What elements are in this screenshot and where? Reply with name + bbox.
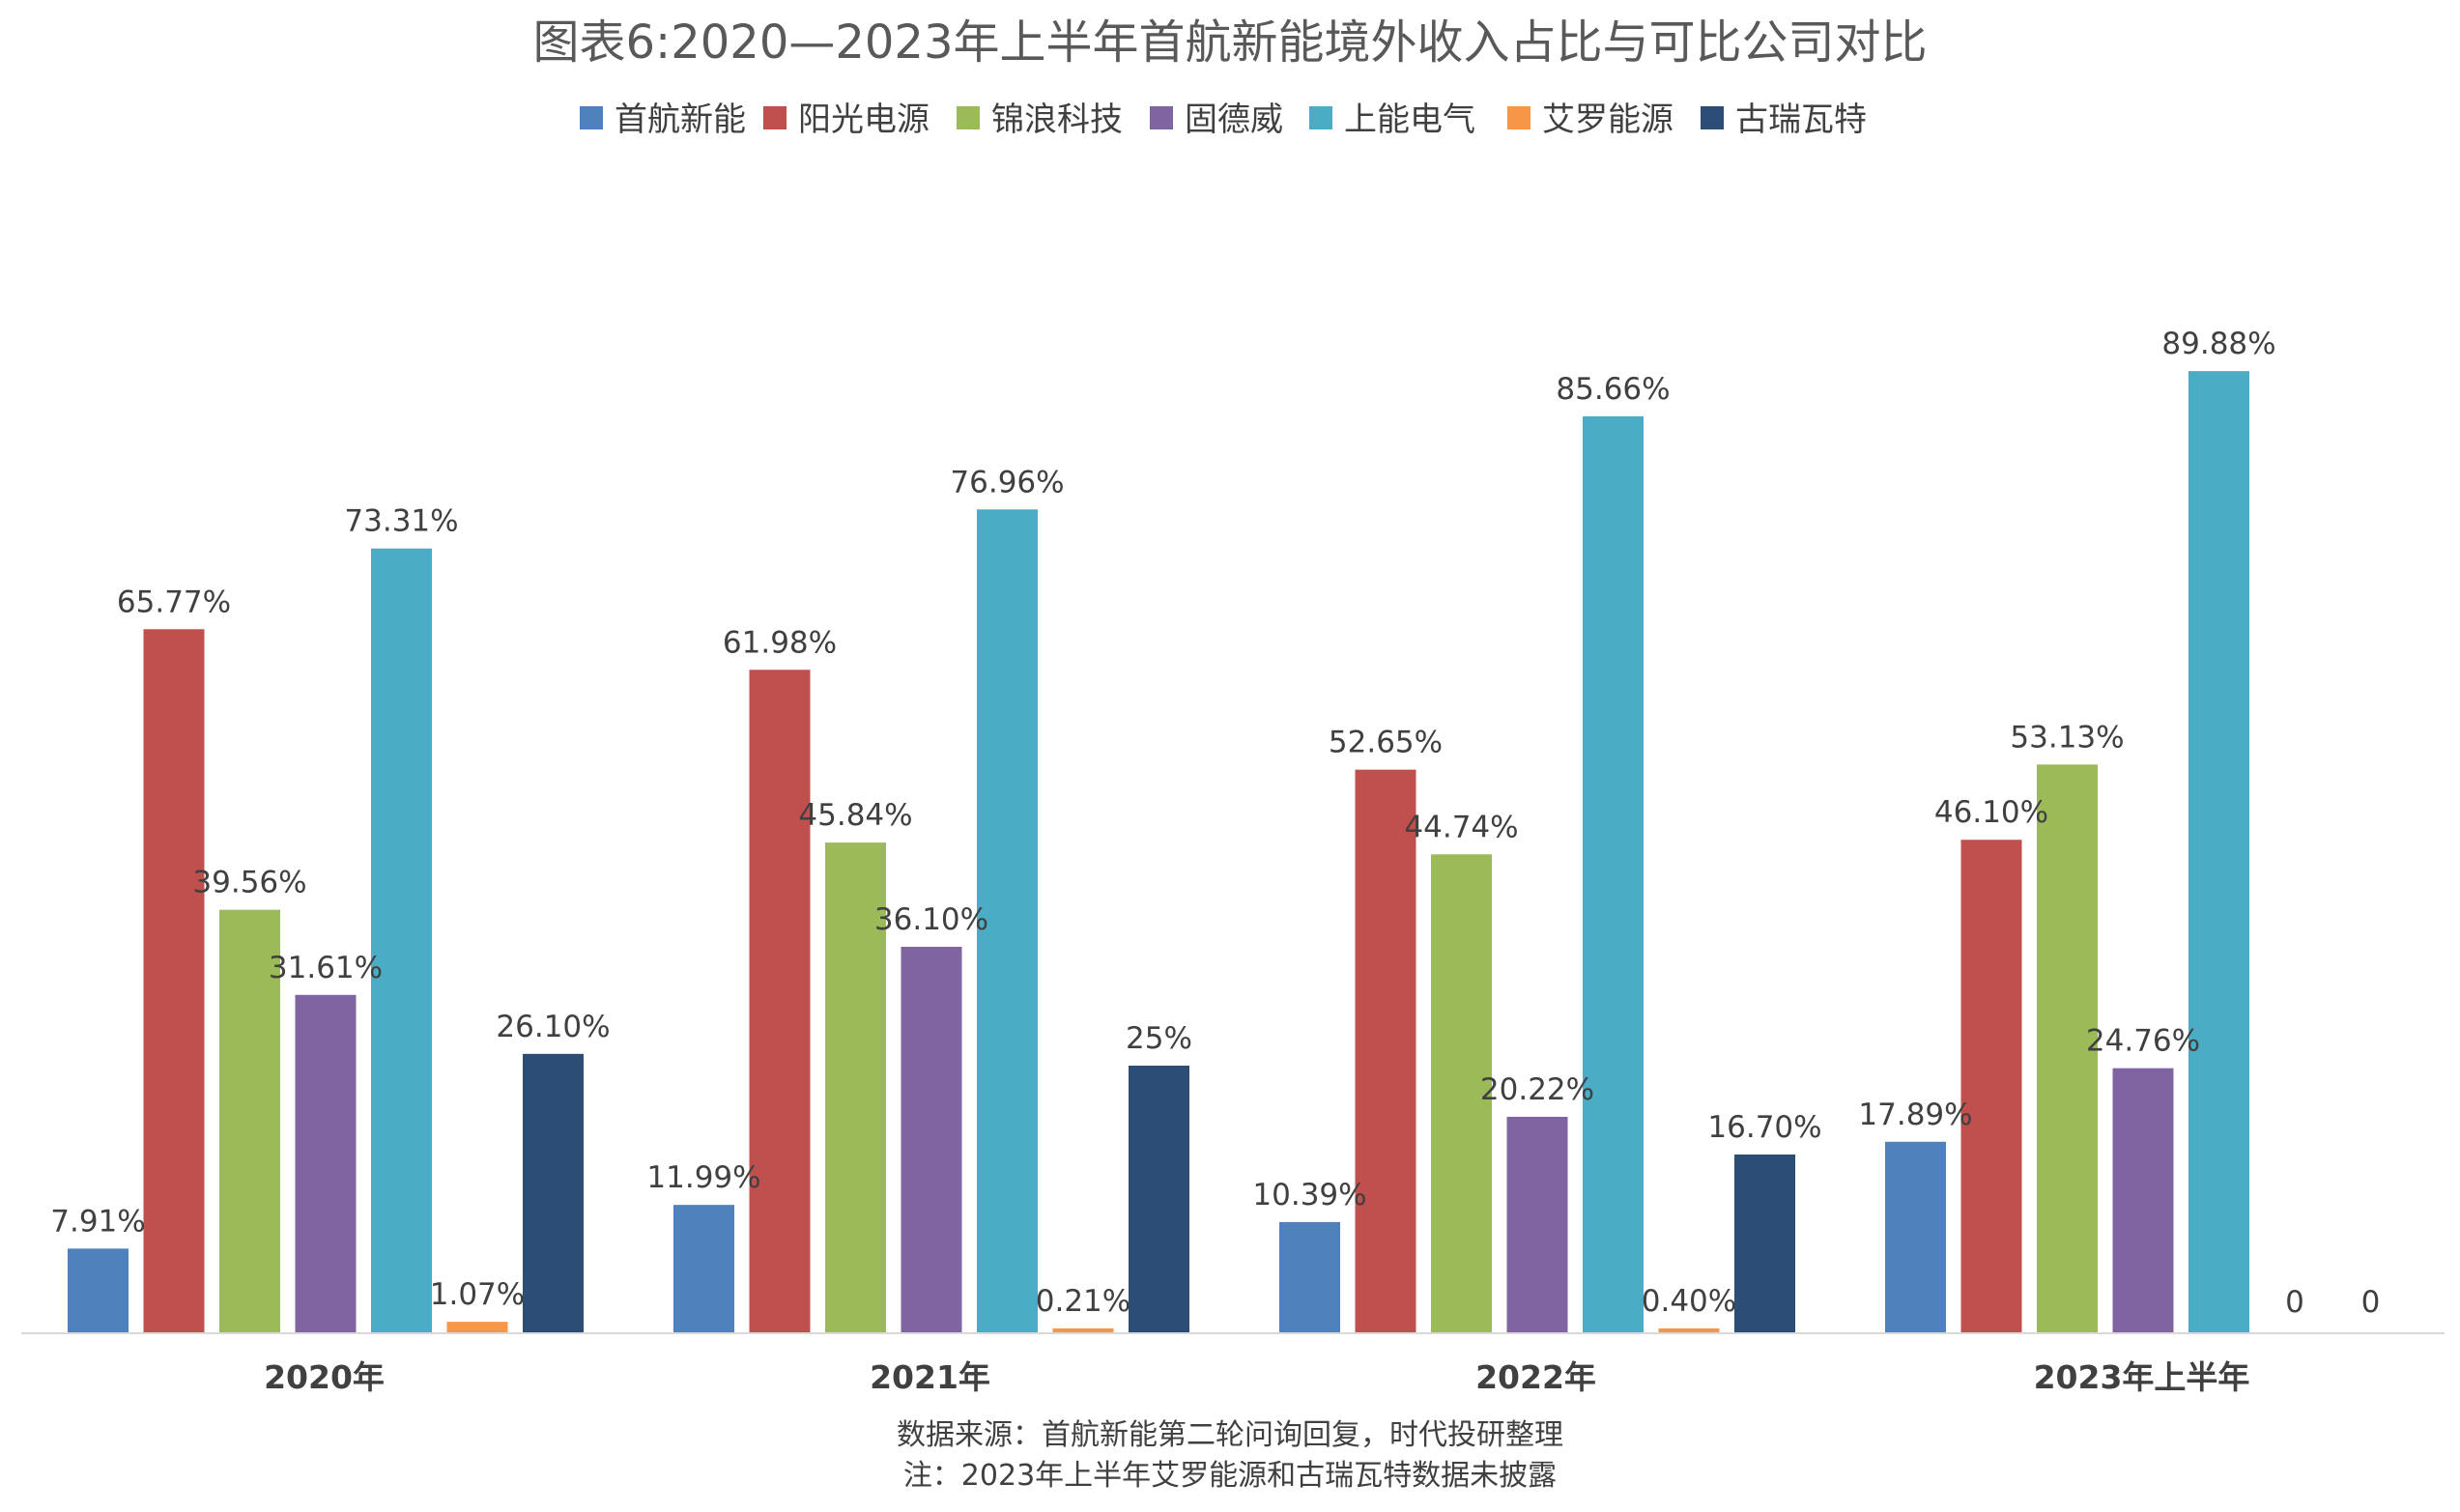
bar-group — [68, 371, 2249, 1333]
legend-swatch — [1309, 106, 1332, 129]
legend: 首航新能 阳光电源 锦浪科技 固德威 上能电气 艾罗能源 古瑞瓦特 — [580, 100, 1867, 139]
data-label: 73.31% — [344, 504, 458, 539]
bar — [1355, 769, 1416, 1333]
data-label: 53.13% — [2010, 720, 2124, 755]
bar — [1885, 1141, 1946, 1333]
bar — [1960, 840, 2022, 1333]
bar — [1052, 1328, 1114, 1333]
bar — [1431, 854, 1492, 1333]
data-label: 0.21% — [1036, 1284, 1130, 1319]
bar — [673, 1205, 734, 1333]
data-label: 25% — [1126, 1021, 1192, 1056]
data-label: 20.22% — [1480, 1072, 1594, 1107]
legend-label: 锦浪科技 — [991, 100, 1123, 139]
bar — [219, 909, 280, 1333]
category-label: 2022年 — [1475, 1358, 1596, 1396]
legend-swatch — [580, 106, 603, 129]
bar — [1734, 1154, 1795, 1333]
data-label: 31.61% — [269, 951, 383, 985]
bar — [1506, 1116, 1568, 1333]
bar — [901, 947, 962, 1333]
data-label: 0.40% — [1642, 1284, 1736, 1319]
data-label: 24.76% — [2086, 1024, 2200, 1059]
data-label: 46.10% — [1934, 795, 2048, 830]
data-label: 45.84% — [798, 798, 912, 833]
bar — [2112, 1068, 2174, 1333]
data-label: 17.89% — [1858, 1098, 1972, 1132]
legend-label: 艾罗能源 — [1542, 100, 1673, 139]
bar — [523, 1053, 584, 1333]
category-labels: 2020年 2021年 2022年 2023年上半年 — [264, 1358, 2249, 1396]
legend-swatch — [1150, 106, 1173, 129]
bar — [2037, 764, 2098, 1333]
data-label: 11.99% — [646, 1160, 760, 1195]
legend-label: 阳光电源 — [798, 100, 930, 139]
bar — [1279, 1221, 1340, 1333]
bar — [1583, 415, 1644, 1333]
data-label: 39.56% — [192, 866, 306, 900]
data-label: 52.65% — [1329, 726, 1443, 760]
legend-swatch — [1701, 106, 1724, 129]
legend-swatch — [763, 106, 787, 129]
data-label: 44.74% — [1404, 810, 1518, 844]
data-label: 89.88% — [2161, 327, 2275, 361]
legend-swatch — [957, 106, 980, 129]
data-label: 65.77% — [117, 585, 231, 619]
legend-label: 固德威 — [1185, 100, 1283, 139]
legend-label: 古瑞瓦特 — [1735, 100, 1867, 139]
source-note: 数据来源：首航新能第二轮问询回复，时代投研整理 — [897, 1418, 1563, 1452]
bar — [977, 509, 1038, 1333]
legend-label: 上能电气 — [1344, 100, 1475, 139]
bar — [371, 548, 432, 1333]
data-label: 0 — [2361, 1285, 2381, 1320]
data-label: 16.70% — [1707, 1110, 1821, 1145]
legend-swatch — [1507, 106, 1530, 129]
category-label: 2023年上半年 — [2034, 1358, 2250, 1396]
category-label: 2020年 — [264, 1358, 385, 1396]
bar — [1129, 1066, 1189, 1333]
chart-title: 图表6:2020—2023年上半年首航新能境外收入占比与可比公司对比 — [532, 15, 1927, 70]
data-label: 76.96% — [950, 465, 1064, 499]
legend-label: 首航新能 — [615, 100, 746, 139]
data-label: 85.66% — [1556, 372, 1670, 407]
bar — [68, 1248, 129, 1333]
footnote: 注：2023年上半年艾罗能源和古瑞瓦特数据未披露 — [903, 1459, 1557, 1493]
data-label: 36.10% — [874, 902, 988, 937]
bar — [749, 670, 811, 1333]
bar — [825, 842, 886, 1333]
data-label: 0 — [2285, 1285, 2304, 1320]
data-label: 10.39% — [1252, 1178, 1366, 1212]
data-label: 1.07% — [430, 1277, 525, 1312]
bar — [295, 994, 357, 1333]
bar — [143, 629, 205, 1333]
bar — [446, 1322, 508, 1333]
data-label: 61.98% — [723, 625, 837, 660]
bar — [2188, 371, 2249, 1333]
data-labels: 7.91% 65.77% 39.56% 31.61% 73.31% 1.07% 26.10%… — [50, 327, 2380, 1320]
data-label: 7.91% — [50, 1204, 145, 1239]
category-label: 2021年 — [870, 1358, 990, 1396]
data-label: 26.10% — [496, 1010, 610, 1044]
bar — [1658, 1328, 1720, 1333]
